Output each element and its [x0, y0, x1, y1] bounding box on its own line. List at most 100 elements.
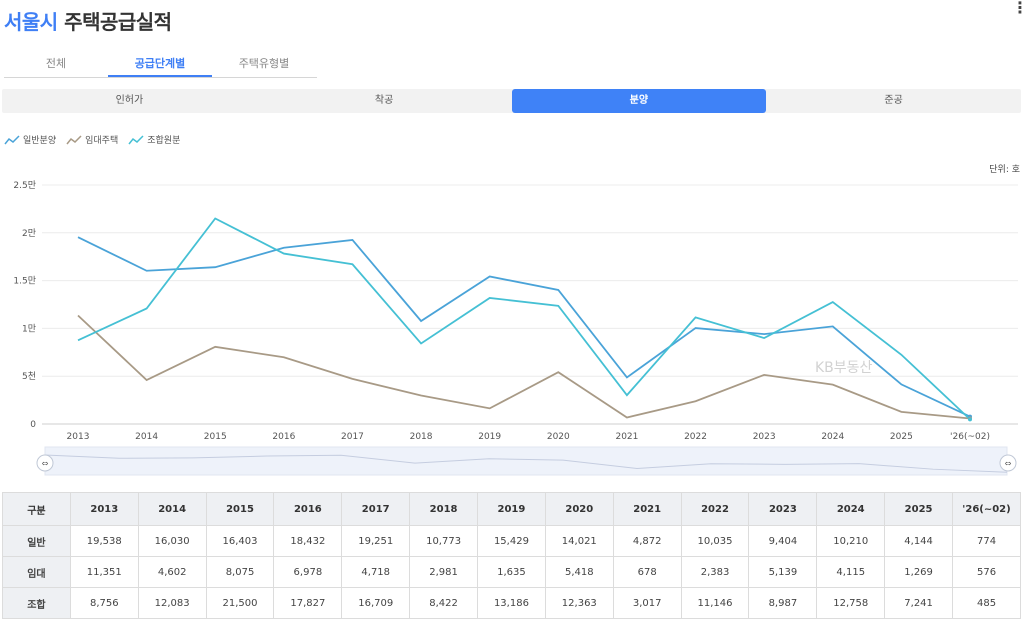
table-cell: 15,429 [477, 525, 546, 557]
table-cell: 16,403 [205, 525, 275, 557]
chart-grid [42, 184, 1018, 425]
y-tick-label: 1만 [22, 323, 36, 334]
chart-legend: 일반분양 임대주택 조합원분 [4, 133, 180, 146]
table-cell: 8,075 [205, 556, 275, 588]
legend-label: 조합원분 [147, 136, 181, 146]
series-line-1 [77, 314, 971, 420]
table-cell: 12,083 [137, 587, 207, 619]
table-cell: 8,422 [409, 587, 479, 619]
x-tick-label: 2016 [272, 432, 295, 442]
row-header: 일반 [2, 525, 71, 557]
line-chart-icon [128, 134, 144, 144]
table-year-header: 2018 [409, 492, 479, 526]
stage-tab-completion[interactable]: 준공 [884, 95, 903, 106]
table-cell: 1,269 [884, 556, 954, 588]
table-cell: 8,987 [748, 587, 818, 619]
more-options-icon[interactable]: ⋮ [1012, 0, 1023, 17]
table-cell: 2,981 [409, 556, 479, 588]
range-handle-left[interactable] [36, 454, 54, 472]
stage-tab-start[interactable]: 착공 [374, 95, 394, 106]
page-title-region: 서울시 [4, 10, 58, 34]
legend-label: 일반분양 [23, 136, 57, 146]
row-header: 조합 [2, 587, 71, 619]
table-cell: 16,030 [137, 525, 207, 557]
table-year-header: 2016 [273, 492, 343, 526]
table-cell: 8,756 [69, 587, 139, 619]
page-title-text: 주택공급실적 [57, 10, 172, 34]
table-year-header: 2015 [205, 492, 275, 526]
range-handle-right[interactable] [999, 454, 1017, 472]
x-tick-label: 2025 [890, 432, 913, 442]
line-chart-icon [4, 134, 20, 144]
x-tick-label: '26(~02) [950, 432, 990, 442]
table-cell: 10,773 [409, 525, 479, 557]
table-cell: 13,186 [477, 587, 546, 619]
range-slider[interactable]: ⇔ ⇔ [36, 446, 1017, 476]
table-cell: 4,872 [612, 525, 682, 557]
table-year-header: 2022 [680, 492, 750, 526]
line-chart: 0 5천 1만 1.5만 2만 2.5만 2013 2014 2015 2016 2017 2018… [13, 180, 1018, 476]
range-slider-track[interactable] [44, 446, 1008, 476]
legend-item-general[interactable]: 일반분양 [4, 133, 56, 146]
x-tick-label: 2013 [67, 432, 90, 442]
drag-handle-icon: ⇔ [42, 459, 49, 468]
table-cell: 6,978 [273, 556, 343, 588]
table-cell: 12,363 [544, 587, 614, 619]
x-tick-label: 2018 [410, 432, 433, 442]
x-axis-ticks: 2013 2014 2015 2016 2017 2018 2019 2020 2021 2022… [67, 432, 990, 442]
y-tick-label: 2만 [22, 228, 36, 239]
table-year-header: 2017 [341, 492, 411, 526]
x-tick-label: 2019 [478, 432, 501, 442]
watermark: KB부동산 [815, 360, 873, 376]
table-year-header: 2023 [748, 492, 818, 526]
stage-tab-permit[interactable]: 인허가 [115, 95, 144, 106]
table-cell: 5,139 [748, 556, 818, 588]
table-cell: 4,115 [816, 556, 886, 588]
table-cell: 17,827 [273, 587, 343, 619]
x-tick-label: 2015 [204, 432, 227, 442]
table-cell: 12,758 [816, 587, 886, 619]
sub-tabs: 전체 공급단계별 주택유형별 [4, 52, 317, 78]
row-header: 임대 [2, 556, 71, 588]
table-row: 임대 11,351 4,602 8,075 6,978 4,718 2,981 1,635 5,… [2, 556, 1021, 588]
table-cell: 5,418 [544, 556, 614, 588]
table-row: 일반 19,538 16,030 16,403 18,432 19,251 10,773 15… [2, 525, 1021, 557]
series-line-0 [77, 236, 971, 418]
chart-series [77, 217, 972, 422]
range-slider-preview [44, 454, 1008, 473]
legend-label: 임대주택 [85, 136, 119, 146]
table-cell: 18,432 [273, 525, 343, 557]
y-tick-label: 0 [30, 420, 36, 430]
y-tick-label: 1.5만 [13, 276, 36, 287]
table-year-header: 2014 [137, 492, 207, 526]
stage-tabs: 인허가 착공 분양 준공 [2, 89, 1021, 113]
table-cell: 11,351 [69, 556, 139, 588]
table-cell: 485 [952, 587, 1021, 619]
table-cell: 4,718 [341, 556, 411, 588]
table-cell: 10,210 [816, 525, 886, 557]
series-line-2 [77, 217, 971, 421]
x-tick-label: 2022 [684, 432, 707, 442]
table-corner-header: 구분 [2, 492, 71, 526]
table-cell: 4,602 [137, 556, 207, 588]
tab-by-supply-stage[interactable]: 공급단계별 [108, 52, 212, 77]
table-header-row: 구분 2013 2014 2015 2016 2017 2018 2019 2020 2021 20… [2, 492, 1021, 526]
x-tick-label: 2021 [615, 432, 638, 442]
range-preview-line [44, 454, 1008, 473]
table-cell: 7,241 [884, 587, 954, 619]
stage-tab-sale[interactable]: 분양 [511, 89, 767, 113]
table-year-header: 2025 [884, 492, 954, 526]
legend-item-union[interactable]: 조합원분 [128, 133, 180, 146]
legend-item-rental[interactable]: 임대주택 [66, 133, 118, 146]
table-cell: 576 [952, 556, 1021, 588]
x-tick-label: 2017 [341, 432, 364, 442]
x-tick-label: 2024 [821, 432, 844, 442]
table-cell: 14,021 [544, 525, 614, 557]
tab-all[interactable]: 전체 [45, 57, 67, 70]
y-tick-label: 5천 [22, 371, 36, 382]
table-year-header: 2019 [477, 492, 546, 526]
table-year-header: 2021 [612, 492, 682, 526]
data-table: 구분 2013 2014 2015 2016 2017 2018 2019 2020 2021 20… [2, 492, 1021, 619]
tab-by-housing-type[interactable]: 주택유형별 [238, 57, 290, 70]
table-cell: 11,146 [680, 587, 750, 619]
